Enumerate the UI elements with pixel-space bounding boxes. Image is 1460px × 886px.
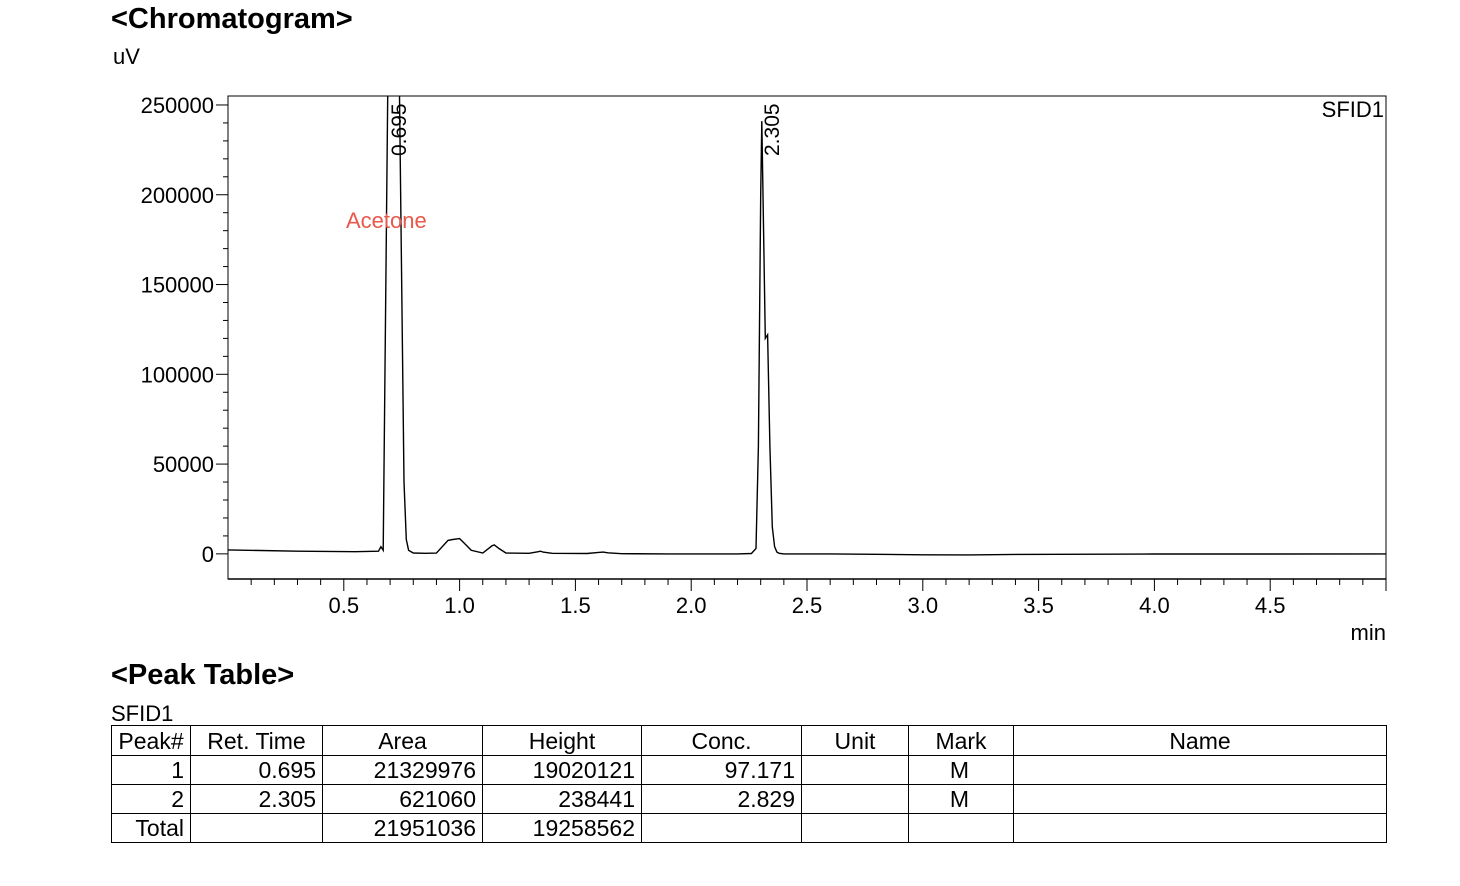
table-cell — [1013, 755, 1387, 785]
table-cell: 19258562 — [482, 813, 642, 843]
x-tick-label: 0.5 — [329, 593, 360, 618]
table-cell: 2.305 — [190, 784, 323, 814]
peak-table-label: SFID1 — [111, 701, 174, 726]
x-tick-label: 3.0 — [908, 593, 939, 618]
table-cell — [908, 813, 1014, 843]
x-tick-label: 1.0 — [444, 593, 475, 618]
table-cell: 0.695 — [190, 755, 323, 785]
table-cell — [801, 813, 909, 843]
table-row: 1 0.695 21329976 19020121 97.171 M — [111, 755, 1387, 785]
acetone-annotation: Acetone — [346, 208, 427, 233]
y-tick-label: 50000 — [153, 452, 214, 477]
detector-label: SFID1 — [1322, 97, 1384, 122]
peak-label: 2.305 — [761, 103, 784, 156]
table-cell: 2.829 — [641, 784, 802, 814]
table-cell: M — [908, 784, 1014, 814]
y-tick-label: 200000 — [141, 183, 214, 208]
chromatogram-trace — [228, 96, 1386, 556]
column-header: Name — [1013, 725, 1387, 756]
table-cell — [641, 813, 802, 843]
x-tick-label: 2.5 — [792, 593, 823, 618]
y-axis-unit: uV — [113, 44, 140, 69]
x-axis-unit: min — [1351, 620, 1386, 645]
column-header: Area — [322, 725, 483, 756]
peak-table-title: <Peak Table> — [111, 659, 295, 691]
table-cell: 97.171 — [641, 755, 802, 785]
table-cell: 1 — [111, 755, 191, 785]
x-tick-label: 3.5 — [1023, 593, 1054, 618]
table-cell — [801, 755, 909, 785]
table-cell: 2 — [111, 784, 191, 814]
table-cell: 621060 — [322, 784, 483, 814]
table-cell — [1013, 813, 1387, 843]
table-cell — [801, 784, 909, 814]
column-header: Ret. Time — [190, 725, 323, 756]
y-tick-label: 0 — [202, 542, 214, 567]
table-cell: M — [908, 755, 1014, 785]
table-cell: 21329976 — [322, 755, 483, 785]
table-cell: 238441 — [482, 784, 642, 814]
y-tick-label: 250000 — [141, 93, 214, 118]
column-header: Mark — [908, 725, 1014, 756]
column-header: Conc. — [641, 725, 802, 756]
y-tick-label: 150000 — [141, 273, 214, 298]
column-header: Unit — [801, 725, 909, 756]
column-header: Peak# — [111, 725, 191, 756]
y-tick-label: 100000 — [141, 362, 214, 387]
x-tick-label: 1.5 — [560, 593, 591, 618]
table-row: 2 2.305 621060 238441 2.829 M — [111, 784, 1387, 814]
table-cell: 21951036 — [322, 813, 483, 843]
table-cell: 19020121 — [482, 755, 642, 785]
table-cell — [190, 813, 323, 843]
chromatogram-chart: 0.5 1.0 1.5 2.0 2.5 3.0 3.5 4.0 4.5 0 50000 100000 1… — [141, 93, 1387, 645]
table-cell: Total — [111, 813, 191, 843]
table-row: Total 21951036 19258562 — [111, 813, 1387, 843]
x-tick-label: 4.0 — [1139, 593, 1170, 618]
chromatogram-title: <Chromatogram> — [111, 3, 353, 35]
column-header: Height — [482, 725, 642, 756]
x-tick-label: 2.0 — [676, 593, 707, 618]
peak-table-header: Peak# Ret. Time Area Height Conc. Unit Mark Nam… — [111, 725, 1387, 756]
peak-table: Peak# Ret. Time Area Height Conc. Unit Mark Nam… — [111, 725, 1387, 843]
table-cell — [1013, 784, 1387, 814]
x-tick-label: 4.5 — [1255, 593, 1286, 618]
